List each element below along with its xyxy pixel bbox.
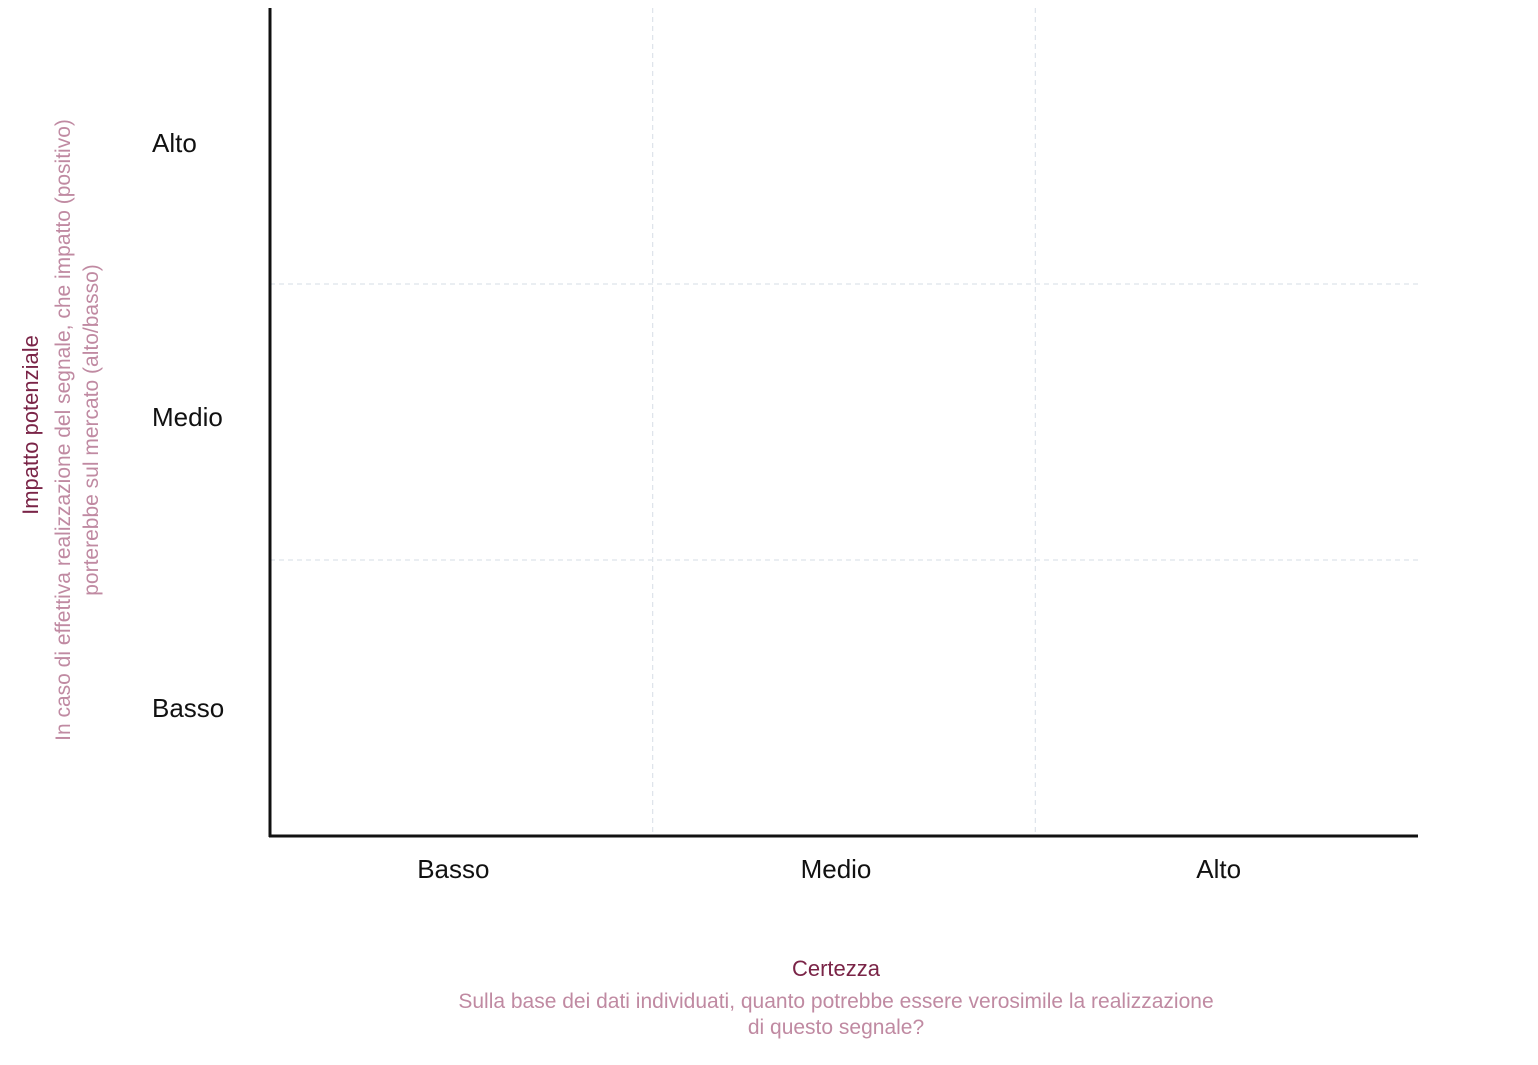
- y-axis-subtitle-line-1: In caso di effettiva realizzazione del s…: [52, 119, 75, 741]
- x-axis-title: Certezza: [792, 956, 881, 981]
- y-tick-label: Basso: [152, 693, 224, 723]
- x-tick-label: Medio: [801, 854, 872, 884]
- y-tick-label: Medio: [152, 402, 223, 432]
- y-tick-label: Alto: [152, 128, 197, 158]
- x-tick-label: Alto: [1196, 854, 1241, 884]
- x-axis-subtitle-line-1: Sulla base dei dati individuati, quanto …: [458, 990, 1213, 1013]
- y-axis-subtitle-line-2: porterebbe sul mercato (alto/basso): [80, 264, 103, 596]
- tick-layer: Basso Medio Alto Basso Medio Alto: [152, 128, 1241, 884]
- axis-layer: [268, 8, 1418, 838]
- y-axis-title: Impatto potenziale: [18, 335, 43, 515]
- x-tick-label: Basso: [417, 854, 489, 884]
- y-axis-title-group: Impatto potenziale: [18, 335, 43, 515]
- x-axis-subtitle-line-2: di questo segnale?: [748, 1016, 924, 1039]
- y-axis-subtitle-group: In caso di effettiva realizzazione del s…: [52, 119, 103, 741]
- grid-layer: [270, 8, 1418, 836]
